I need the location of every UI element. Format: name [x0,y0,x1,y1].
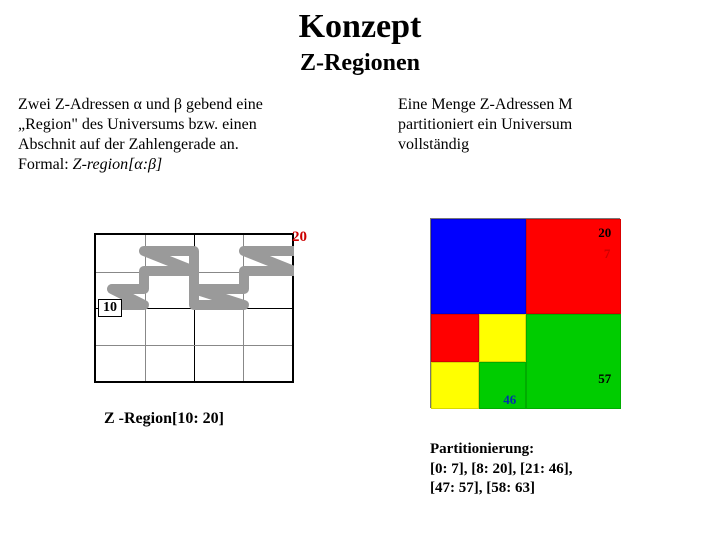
partition-label: 7 [604,246,611,262]
caption-line-1: Partitionierung: [430,441,534,457]
right-line-1: Eine Menge Z-Adressen M [398,96,573,113]
partition-cell [526,314,621,409]
page-subtitle: Z-Regionen [0,50,720,77]
left-text: Zwei Z-Adressen α und β gebend eine „Reg… [18,95,338,175]
left-grid-container: 10 20 [94,233,304,383]
label-end: 20 [292,229,307,246]
label-start: 10 [98,299,122,317]
left-figure: 10 20 [72,233,320,383]
left-column: Zwei Z-Adressen α und β gebend eine „Reg… [18,95,338,175]
left-line-1: Zwei Z-Adressen α und β gebend eine [18,96,263,113]
z-curve-path [94,233,294,383]
partition-cell [431,314,479,362]
columns: Zwei Z-Adressen α und β gebend eine „Reg… [0,95,720,175]
right-figure: 20 7 57 46 [430,218,630,408]
right-line-3: vollständig [398,136,469,153]
partition-label: 46 [503,392,516,408]
left-line-2: „Region" des Universums bzw. einen [18,116,257,133]
partition-cell [431,362,479,410]
right-text: Eine Menge Z-Adressen M partitioniert ei… [398,95,688,155]
partition-cell [431,219,526,314]
caption-line-2: [0: 7], [8: 20], [21: 46], [430,461,572,477]
left-caption: Z -Region[10: 20] [104,410,224,428]
left-line-4a: Formal: [18,156,73,173]
page-title: Konzept [0,0,720,46]
partition-grid: 20 7 57 46 [430,218,620,408]
right-caption: Partitionierung: [0: 7], [8: 20], [21: 4… [430,440,690,499]
caption-line-3: [47: 57], [58: 63] [430,480,535,496]
partition-cell [479,314,527,362]
left-line-3: Abschnit auf der Zahlengerade an. [18,136,239,153]
right-line-2: partitioniert ein Universum [398,116,572,133]
partition-label: 57 [598,371,611,387]
right-column: Eine Menge Z-Adressen M partitioniert ei… [398,95,688,175]
left-line-4b: Z-region[α:β] [73,156,163,173]
partition-label: 20 [598,225,611,241]
